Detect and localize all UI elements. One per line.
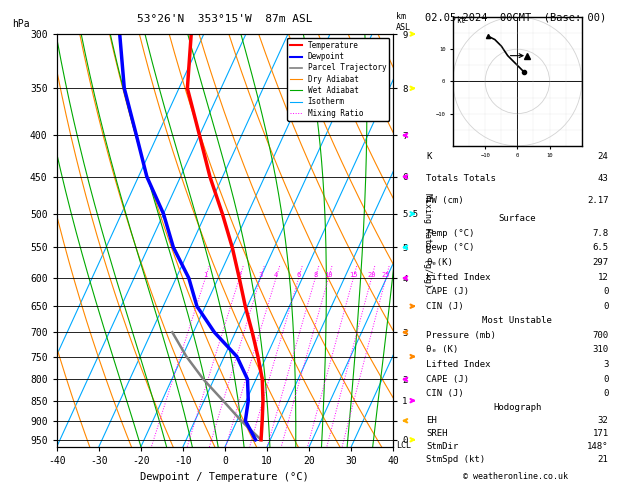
Text: 3: 3 [603,360,608,369]
Text: Most Unstable: Most Unstable [482,316,552,325]
Text: 1: 1 [203,272,208,278]
Text: Hodograph: Hodograph [493,403,542,412]
Text: PW (cm): PW (cm) [426,196,464,205]
Text: 171: 171 [593,429,608,438]
Text: 310: 310 [593,346,608,354]
Text: Pressure (mb): Pressure (mb) [426,331,496,340]
Text: 32: 32 [598,416,608,425]
Text: Surface: Surface [499,214,536,223]
Text: CAPE (J): CAPE (J) [426,375,469,383]
Text: Lifted Index: Lifted Index [426,273,491,281]
Text: 2: 2 [237,272,242,278]
Text: 3: 3 [259,272,263,278]
Text: SREH: SREH [426,429,448,438]
Text: 20: 20 [367,272,376,278]
Text: 43: 43 [598,174,608,183]
Text: θₑ (K): θₑ (K) [426,346,459,354]
Text: 4: 4 [274,272,278,278]
Legend: Temperature, Dewpoint, Parcel Trajectory, Dry Adiabat, Wet Adiabat, Isotherm, Mi: Temperature, Dewpoint, Parcel Trajectory… [287,38,389,121]
Text: Lifted Index: Lifted Index [426,360,491,369]
Text: LCL: LCL [396,441,411,450]
Text: StmSpd (kt): StmSpd (kt) [426,455,486,465]
Text: CIN (J): CIN (J) [426,302,464,311]
Text: Totals Totals: Totals Totals [426,174,496,183]
Text: © weatheronline.co.uk: © weatheronline.co.uk [464,472,568,481]
Text: 0: 0 [603,389,608,398]
Text: Mixing Ratio (g/kg): Mixing Ratio (g/kg) [423,193,432,288]
X-axis label: Dewpoint / Temperature (°C): Dewpoint / Temperature (°C) [140,472,309,482]
Text: 25: 25 [382,272,390,278]
Text: θₑ(K): θₑ(K) [426,258,453,267]
Text: K: K [426,152,431,161]
Text: km
ASL: km ASL [396,12,411,32]
Text: 10: 10 [325,272,333,278]
Text: Temp (°C): Temp (°C) [426,229,475,238]
Text: 0: 0 [603,287,608,296]
Text: CIN (J): CIN (J) [426,389,464,398]
Text: 148°: 148° [587,442,608,451]
Text: 7.8: 7.8 [593,229,608,238]
Text: 24: 24 [598,152,608,161]
Text: 2.17: 2.17 [587,196,608,205]
Text: 21: 21 [598,455,608,465]
Text: 6: 6 [296,272,301,278]
Text: 6.5: 6.5 [593,243,608,252]
Text: 53°26'N  353°15'W  87m ASL: 53°26'N 353°15'W 87m ASL [137,14,313,24]
Text: 8: 8 [313,272,318,278]
Text: StmDir: StmDir [426,442,459,451]
Text: 15: 15 [349,272,358,278]
Text: EH: EH [426,416,437,425]
Text: hPa: hPa [13,19,30,29]
Text: 700: 700 [593,331,608,340]
Text: CAPE (J): CAPE (J) [426,287,469,296]
Text: 0: 0 [603,375,608,383]
Text: 297: 297 [593,258,608,267]
Text: kt: kt [456,17,465,25]
Text: 0: 0 [603,302,608,311]
Text: Dewp (°C): Dewp (°C) [426,243,475,252]
Text: 02.05.2024  00GMT  (Base: 00): 02.05.2024 00GMT (Base: 00) [425,12,606,22]
Text: 12: 12 [598,273,608,281]
